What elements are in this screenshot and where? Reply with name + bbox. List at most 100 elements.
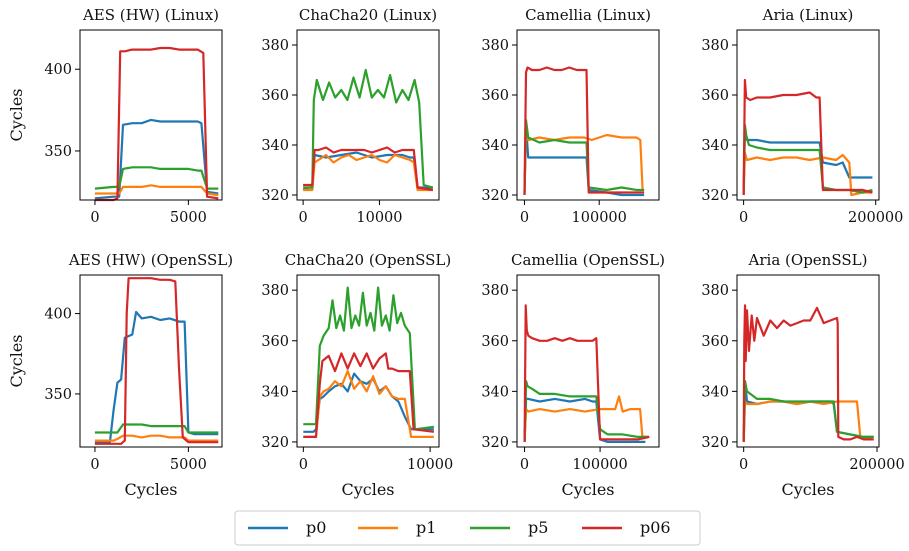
y-tick-label: 360 bbox=[261, 334, 289, 350]
x-tick-label: 100000 bbox=[572, 457, 627, 473]
axes-frame bbox=[296, 29, 440, 201]
series-line-p5 bbox=[94, 423, 219, 434]
x-tick-label: 0 bbox=[739, 457, 748, 473]
series-line-p06 bbox=[523, 304, 650, 442]
legend-label-p0: p0 bbox=[306, 518, 326, 537]
series-line-p5 bbox=[523, 380, 650, 442]
series-line-p1 bbox=[94, 184, 219, 197]
y-tick-label: 360 bbox=[701, 334, 729, 350]
y-tick-label: 380 bbox=[701, 283, 729, 299]
series-line-p06 bbox=[94, 46, 219, 202]
y-axis-label: Cycles bbox=[7, 88, 26, 141]
series-line-p1 bbox=[303, 153, 433, 192]
series-line-p0 bbox=[94, 118, 219, 200]
axes-frame bbox=[516, 29, 660, 201]
y-tick-label: 360 bbox=[701, 88, 729, 104]
y-tick-label: 340 bbox=[701, 138, 729, 154]
series-line-p1 bbox=[523, 133, 645, 193]
x-tick-label: 200000 bbox=[849, 457, 904, 473]
series-line-p5 bbox=[303, 68, 434, 189]
y-tick-label: 380 bbox=[701, 38, 729, 54]
x-tick-label: 10000 bbox=[356, 210, 402, 226]
axes-frame bbox=[736, 29, 880, 201]
panel-title: AES (HW) (OpenSSL) bbox=[68, 251, 233, 269]
x-axis-label: Cycles bbox=[124, 480, 177, 499]
x-tick-label: 0 bbox=[520, 210, 529, 226]
series-line-p5 bbox=[523, 118, 645, 193]
y-tick-label: 340 bbox=[481, 138, 509, 154]
y-tick-label: 320 bbox=[701, 188, 729, 204]
y-tick-label: 400 bbox=[44, 307, 72, 323]
series-line-p0 bbox=[742, 128, 873, 196]
x-tick-label: 5000 bbox=[170, 210, 207, 226]
legend-box bbox=[234, 510, 701, 546]
y-tick-label: 350 bbox=[44, 144, 72, 160]
x-tick-label: 0 bbox=[299, 457, 308, 473]
series-line-p5 bbox=[303, 286, 435, 431]
y-tick-label: 320 bbox=[261, 188, 289, 204]
series-line-p5 bbox=[742, 380, 874, 442]
y-tick-label: 320 bbox=[701, 435, 729, 451]
y-tick-label: 340 bbox=[261, 384, 289, 400]
series-line-p06 bbox=[303, 352, 435, 438]
y-tick-label: 340 bbox=[701, 384, 729, 400]
panel-title: Aria (Linux) bbox=[762, 6, 854, 24]
x-tick-label: 0 bbox=[90, 210, 99, 226]
series-line-p06 bbox=[742, 78, 873, 196]
legend-label-p06: p06 bbox=[640, 518, 671, 537]
x-tick-label: 100000 bbox=[572, 210, 627, 226]
axes-frame bbox=[736, 274, 880, 448]
axes-frame bbox=[79, 274, 223, 448]
panel-title: Camellia (OpenSSL) bbox=[511, 251, 665, 269]
axes-frame bbox=[516, 274, 660, 448]
y-tick-label: 320 bbox=[261, 435, 289, 451]
x-tick-label: 0 bbox=[520, 457, 529, 473]
x-tick-label: 0 bbox=[298, 210, 307, 226]
series-line-p1 bbox=[742, 151, 873, 197]
chart-panel: 0 200000 320 340 360 380 Aria (Linux) bbox=[701, 6, 903, 226]
series-line-p5 bbox=[94, 166, 219, 190]
series-line-p06 bbox=[523, 66, 645, 196]
x-tick-label: 10000 bbox=[407, 457, 453, 473]
y-tick-label: 400 bbox=[44, 62, 72, 78]
legend-label-p1: p1 bbox=[416, 518, 436, 537]
series-line-p06 bbox=[742, 304, 874, 442]
x-tick-label: 0 bbox=[739, 210, 748, 226]
y-tick-label: 350 bbox=[44, 387, 72, 403]
series-line-p0 bbox=[523, 397, 646, 443]
y-tick-label: 380 bbox=[261, 38, 289, 54]
y-tick-label: 380 bbox=[261, 283, 289, 299]
series-line-p1 bbox=[303, 370, 434, 438]
legend-label-p5: p5 bbox=[528, 518, 548, 537]
y-tick-label: 360 bbox=[481, 88, 509, 104]
y-tick-label: 360 bbox=[481, 334, 509, 350]
series-line-p1 bbox=[94, 434, 219, 442]
x-axis-label: Cycles bbox=[341, 480, 394, 499]
chart-panel: 0 10000 320 340 360 380 ChaCha20 (OpenSSL) Cycl… bbox=[261, 251, 453, 499]
series-line-p0 bbox=[523, 123, 645, 197]
chart-panel: 0 200000 320 340 360 380 Aria (OpenSSL) Cycles bbox=[701, 251, 904, 499]
series-line-p06 bbox=[94, 277, 219, 445]
panel-title: Camellia (Linux) bbox=[525, 6, 651, 24]
y-tick-label: 380 bbox=[481, 38, 509, 54]
x-axis-label: Cycles bbox=[561, 480, 614, 499]
panel-title: ChaCha20 (Linux) bbox=[299, 6, 437, 24]
x-tick-label: 5000 bbox=[170, 457, 207, 473]
x-axis-label: Cycles bbox=[781, 480, 834, 499]
series-line-p06 bbox=[303, 146, 434, 192]
series-line-p0 bbox=[742, 380, 874, 442]
y-tick-label: 380 bbox=[481, 283, 509, 299]
x-tick-label: 200000 bbox=[848, 210, 903, 226]
series-line-p1 bbox=[523, 395, 650, 440]
panel-title: AES (HW) (Linux) bbox=[82, 6, 219, 24]
x-tick-label: 0 bbox=[90, 457, 99, 473]
y-axis-label: Cycles bbox=[7, 334, 26, 387]
axes-frame bbox=[79, 29, 223, 201]
chart-panel: 0 10000 320 340 360 380 ChaCha20 (Linux) bbox=[261, 6, 440, 226]
chart-panel: 0 5000 350 400 AES (HW) (OpenSSL) Cycles Cycle… bbox=[7, 251, 233, 499]
chart-panel: 0 5000 350 400 AES (HW) (Linux) Cycles bbox=[7, 6, 223, 226]
panel-title: Aria (OpenSSL) bbox=[748, 251, 868, 269]
y-tick-label: 340 bbox=[261, 138, 289, 154]
